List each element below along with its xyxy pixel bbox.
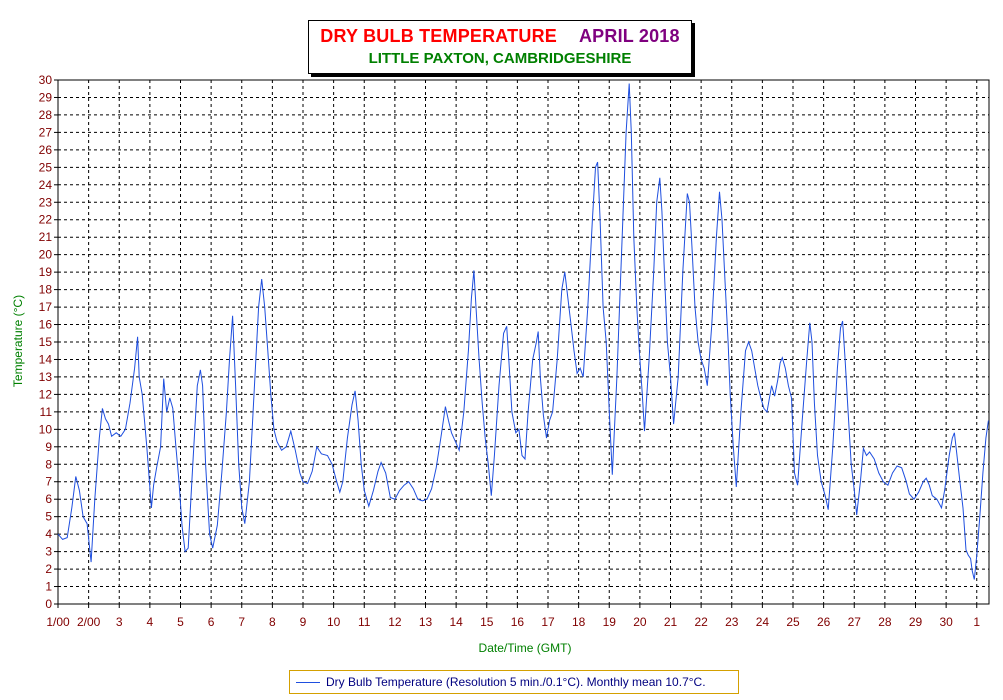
x-tick-label: 18 [572,615,586,629]
x-tick-label: 7 [238,615,245,629]
x-tick-label: 24 [756,615,770,629]
x-tick-label: 4 [147,615,154,629]
x-tick-label: 6 [208,615,215,629]
series-line-dry-bulb-temperature [57,83,989,580]
x-tick-label: 3 [116,615,123,629]
y-tick-label: 21 [39,230,53,244]
x-tick-label: 22 [694,615,708,629]
chart-title-main: DRY BULB TEMPERATURE [320,26,557,46]
y-tick-label: 3 [45,545,52,559]
chart-title-box: DRY BULB TEMPERATURE APRIL 2018 LITTLE PA… [308,20,692,74]
x-tick-label: 30 [939,615,953,629]
y-tick-label: 16 [39,318,53,332]
y-tick-label: 18 [39,283,53,297]
y-tick-label: 9 [45,440,52,454]
y-tick-label: 11 [40,405,53,419]
y-axis-title: Temperature (°C) [11,294,25,388]
x-tick-label: 13 [419,615,433,629]
y-tick-label: 24 [39,178,53,192]
x-tick-label: 17 [541,615,555,629]
y-tick-label: 25 [39,160,53,174]
chart-title-period: APRIL 2018 [578,26,680,46]
x-tick-label: 2/00 [77,615,101,629]
x-tick-label: 29 [909,615,923,629]
x-tick-label: 25 [786,615,800,629]
grid-lines [58,80,989,604]
plot-area-frame [57,79,990,605]
y-tick-label: 8 [45,457,52,471]
x-tick-label: 1 [973,615,980,629]
y-tick-label: 20 [39,248,53,262]
x-tick-label: 21 [664,615,678,629]
x-tick-label: 27 [848,615,862,629]
y-tick-label: 10 [39,422,53,436]
y-tick-label: 6 [45,492,52,506]
x-tick-label: 19 [603,615,617,629]
y-tick-label: 17 [39,300,53,314]
y-tick-label: 26 [39,143,53,157]
y-tick-label: 7 [45,475,52,489]
x-tick-label: 14 [449,615,463,629]
y-tick-label: 29 [39,90,53,104]
y-tick-label: 13 [39,370,53,384]
x-tick-label: 26 [817,615,831,629]
y-tick-label: 5 [45,510,52,524]
x-tick-label: 23 [725,615,739,629]
y-tick-label: 27 [39,125,53,139]
x-tick-label: 16 [511,615,525,629]
y-tick-label: 1 [45,580,52,594]
legend-entry-label: Dry Bulb Temperature (Resolution 5 min./… [326,675,706,689]
y-tick-label: 30 [39,73,53,87]
y-tick-label: 14 [39,352,53,366]
y-tick-label: 15 [39,335,53,349]
chart-subtitle-location: LITTLE PAXTON, CAMBRIDGESHIRE [368,50,632,67]
y-tick-label: 28 [39,108,53,122]
legend-line-swatch [296,681,320,683]
x-axis-title: Date/Time (GMT) [478,641,572,655]
y-tick-label: 2 [45,562,52,576]
chart-title: DRY BULB TEMPERATURE APRIL 2018 [309,26,691,47]
y-tick-label: 19 [39,265,53,279]
y-tick-label: 12 [39,387,53,401]
y-tick-label: 0 [45,597,52,611]
y-tick-label: 4 [45,527,52,541]
y-tick-label: 22 [39,213,53,227]
x-tick-label: 28 [878,615,892,629]
legend: Dry Bulb Temperature (Resolution 5 min./… [289,670,739,694]
y-tick-label: 23 [39,195,53,209]
x-tick-label: 10 [327,615,341,629]
y-tick-labels: 0123456789101112131415161718192021222324… [39,73,58,611]
x-tick-label: 8 [269,615,276,629]
x-tick-label: 11 [358,615,371,629]
x-tick-label: 12 [388,615,402,629]
x-tick-label: 1/00 [46,615,70,629]
x-tick-labels: 1/00 2/00 3 4 5 6 7 8 9 10 11 12 13 14 15 16 17 18 19 20 21 2… [46,604,980,629]
x-tick-label: 5 [177,615,184,629]
x-tick-label: 9 [300,615,307,629]
x-tick-label: 20 [633,615,647,629]
x-tick-label: 15 [480,615,494,629]
